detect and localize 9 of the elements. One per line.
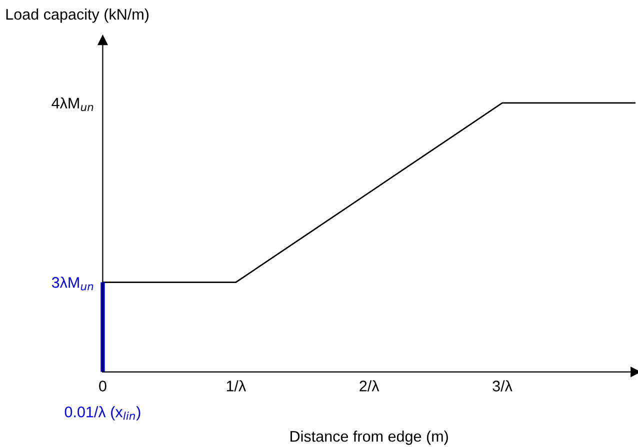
x-tick-label: 2/λ — [360, 380, 380, 392]
y-axis-title: Load capacity (kN/m) — [6, 8, 148, 23]
y-tick-label: 3λM$_{un}$ — [52, 276, 94, 290]
x-axis-title: Distance from edge (m) — [290, 430, 448, 445]
y-tick-label: 4λM$_{un}$ — [52, 97, 94, 112]
x-tick-label: 1/λ — [226, 380, 246, 392]
x-tick-label: 0 — [99, 380, 106, 392]
x-tick-label: 3/λ — [492, 380, 512, 392]
annotation: 0.01/λ (x$_{lin}$) — [64, 406, 140, 420]
